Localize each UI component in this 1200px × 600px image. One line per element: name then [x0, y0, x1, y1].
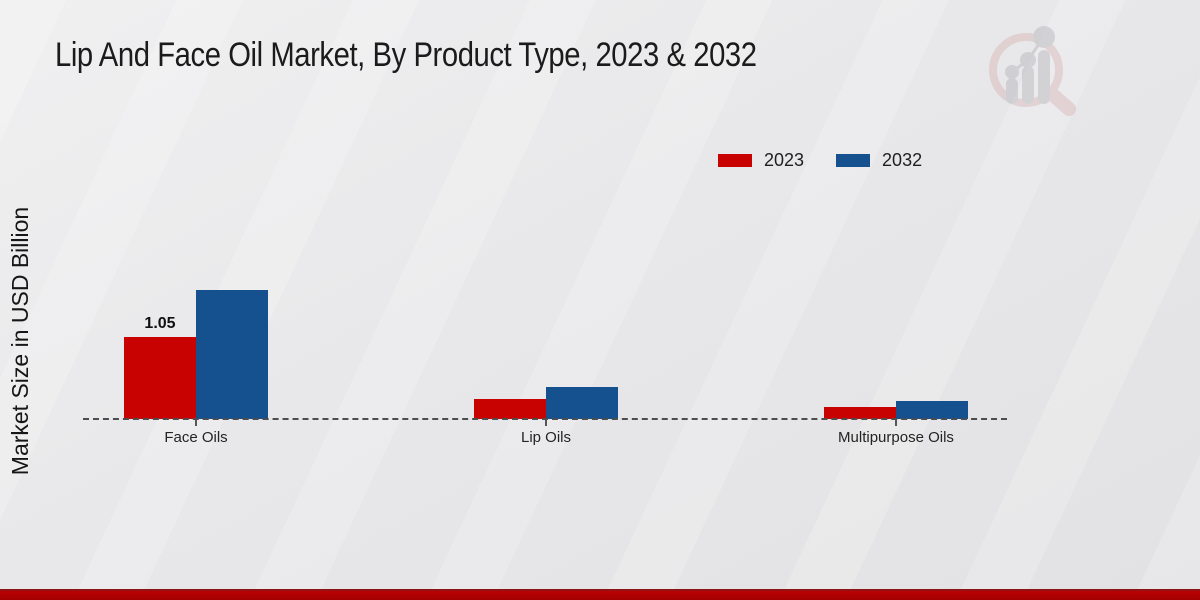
x-tick-lip-oils	[545, 420, 547, 426]
bar-face-oils-2023	[124, 337, 196, 419]
bar-lip-oils-2023	[474, 399, 546, 419]
bar-value-label: 1.05	[144, 315, 176, 332]
bar-face-oils-2032	[196, 290, 268, 419]
market-research-future-logo-icon	[989, 26, 1076, 116]
category-label-face-oils: Face Oils	[164, 429, 228, 446]
legend-label-2032: 2032	[882, 150, 923, 170]
legend-swatch-2023	[718, 154, 752, 167]
bar-multipurpose-oils-2023	[824, 407, 896, 419]
chart-title-text: Lip And Face Oil Market, By Product Type…	[55, 36, 757, 74]
x-tick-multipurpose-oils	[895, 420, 897, 426]
chart-title: Lip And Face Oil Market, By Product Type…	[55, 36, 871, 75]
legend-item-2023: 2023	[718, 150, 804, 171]
bar-multipurpose-oils-2032	[896, 401, 968, 419]
x-tick-face-oils	[195, 420, 197, 426]
legend-swatch-2032	[836, 154, 871, 167]
footer-red-band	[0, 589, 1200, 600]
category-label-multipurpose-oils: Multipurpose Oils	[838, 429, 954, 446]
legend: 2023 2032	[718, 150, 922, 171]
bar-lip-oils-2032	[546, 387, 618, 419]
x-axis-baseline	[83, 418, 1007, 420]
legend-item-2032: 2032	[836, 150, 922, 171]
legend-label-2023: 2023	[764, 150, 805, 170]
category-label-lip-oils: Lip Oils	[520, 429, 572, 446]
